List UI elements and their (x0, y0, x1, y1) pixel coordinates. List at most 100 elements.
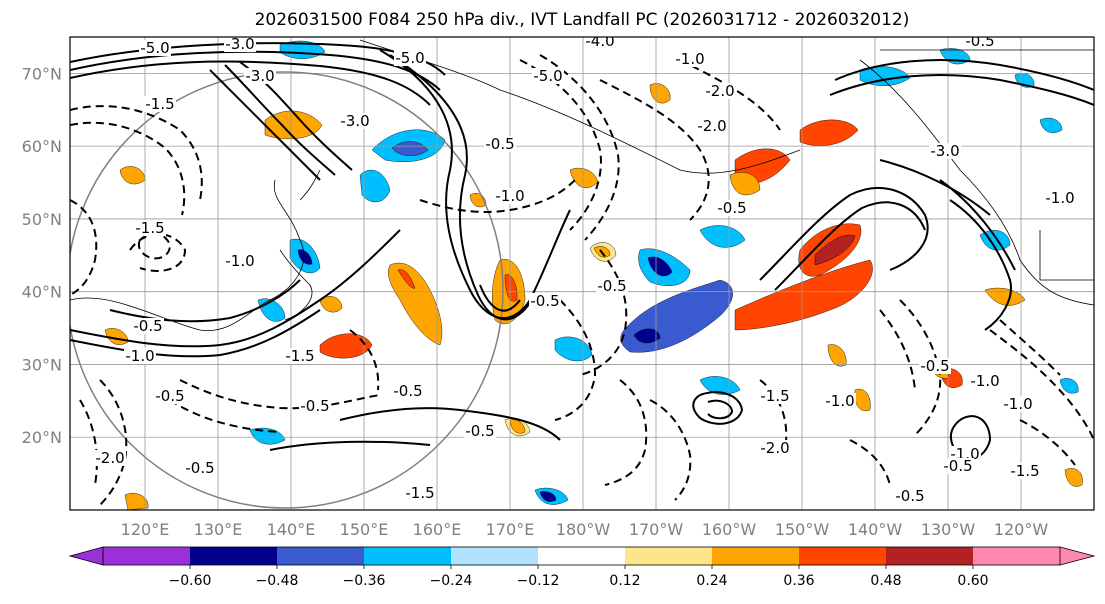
div-shade-patch (297, 249, 313, 265)
contour-line-positive (339, 407, 561, 441)
contour-label: -3.0 (225, 35, 254, 53)
contour-label: -0.5 (185, 459, 214, 477)
colorbar-tick-label: −0.12 (517, 573, 560, 589)
colorbar-box (364, 547, 452, 565)
lon-tick-label: 160°W (702, 520, 757, 539)
contour-line-negative (989, 329, 1094, 441)
colorbar-box (538, 547, 626, 565)
contour-label: -0.5 (530, 292, 559, 310)
contour-line-negative (349, 329, 380, 391)
contour-line-negative (169, 399, 281, 433)
lat-axis: 70°N 60°N 50°N 40°N 30°N 20°N (22, 64, 62, 447)
contour-line-positive (879, 159, 991, 216)
div-shade-patch (509, 419, 526, 434)
contour-label: -1.0 (125, 347, 154, 365)
contour-label-bg (94, 450, 126, 466)
colorbar-box (973, 547, 1061, 565)
contour-label: -0.5 (485, 135, 514, 153)
contour-line-positive (269, 440, 431, 451)
contour-label-bg (529, 293, 561, 309)
colorbar-box (103, 547, 191, 565)
contour-label-bg (394, 50, 426, 66)
lon-tick-label: 160°E (413, 520, 462, 539)
contour-label-bg (494, 188, 526, 204)
contour-label: -1.0 (970, 372, 999, 390)
lat-tick-label: 30°N (22, 355, 62, 374)
contour-label-bg (134, 220, 166, 236)
contour-line-positive (70, 309, 321, 358)
contour-label-bg (1044, 190, 1076, 206)
contour-label-bg (139, 40, 171, 56)
contour-label-bg (894, 488, 926, 504)
div-shade-patch (734, 259, 873, 331)
contour-label-bg (674, 51, 706, 67)
lon-tick-label: 150°W (775, 520, 830, 539)
contour-label: -1.0 (225, 252, 254, 270)
contour-line-positive (389, 54, 536, 321)
lon-tick-label: 150°E (340, 520, 389, 539)
contour-label-bg (929, 143, 961, 159)
lat-tick-label: 20°N (22, 428, 62, 447)
contour-label-bg (392, 383, 424, 399)
contour-label-bg (759, 440, 791, 456)
lon-tick-label: 120°E (121, 520, 170, 539)
contour-label-bg (964, 37, 996, 49)
contour-label: -1.5 (1010, 462, 1039, 480)
lon-tick-label: 170°E (486, 520, 535, 539)
contour-line-positive (379, 49, 571, 320)
colorbar-tick-label: 0.36 (783, 573, 814, 589)
colorbar-outline (102, 546, 1061, 566)
contour-label-bg (824, 393, 856, 409)
contour-label: -2.0 (697, 117, 726, 135)
contour-label-bg (224, 253, 256, 269)
div-shade-patch (319, 333, 373, 359)
contour-label: -1.0 (1003, 395, 1032, 413)
contour-label: -1.0 (1045, 189, 1074, 207)
contour-label-bg (154, 388, 186, 404)
contour-label-bg (716, 200, 748, 216)
contour-label: -1.5 (135, 219, 164, 237)
map-frame (69, 36, 1095, 511)
contour-line-negative (129, 233, 187, 272)
contour-line-negative (899, 299, 942, 436)
lon-axis: 120°E 130°E 140°E 150°E 160°E 170°E 180°W 170°W… (121, 520, 1049, 539)
contour-line-negative (79, 399, 98, 486)
div-shade-patch (729, 172, 761, 196)
chart-title: 2026031500 F084 250 hPa div., IVT Landfa… (255, 10, 910, 30)
contour-line-positive (774, 201, 926, 291)
contour-label: -5.0 (395, 49, 424, 67)
contour-line-negative (519, 59, 602, 231)
contour-label: -2.0 (705, 82, 734, 100)
contour-label-bg (1009, 463, 1041, 479)
contour-line-positive (834, 59, 1094, 91)
contour-label-bg (244, 68, 276, 84)
div-shade-patch (647, 256, 673, 277)
map-background (70, 37, 1094, 510)
colorbar-box (712, 547, 800, 565)
lon-tick-label: 170°W (629, 520, 684, 539)
contour-label: -0.5 (393, 382, 422, 400)
contour-label: -3.0 (930, 142, 959, 160)
colorbar: −0.60 −0.48 −0.36 −0.24 −0.12 0.12 0.24 0.36 0.4… (68, 546, 1096, 589)
div-shade-patch (649, 83, 671, 104)
contour-label-bg (404, 485, 436, 501)
contour-label-bg (704, 83, 736, 99)
div-shade-patch (1039, 117, 1063, 133)
contour-label-bg (942, 458, 974, 474)
contour-label-bg (284, 348, 316, 364)
contour-label: -0.5 (717, 199, 746, 217)
contour-label: -1.5 (145, 95, 174, 113)
contour-label: -0.5 (300, 397, 329, 415)
contour-label-bg (969, 373, 1001, 389)
contour-label: -2.0 (95, 449, 124, 467)
contour-line-negative (879, 309, 916, 391)
colorbar-box (451, 547, 539, 565)
colorbar-tick-label: 0.48 (870, 573, 901, 589)
colorbar-tick-label: −0.60 (169, 573, 212, 589)
contour-label-bg (532, 68, 564, 84)
contour-label-bg (696, 118, 728, 134)
contour-line-negative (554, 299, 597, 421)
contour-line-negative (70, 121, 186, 216)
lon-tick-label: 140°W (848, 520, 903, 539)
